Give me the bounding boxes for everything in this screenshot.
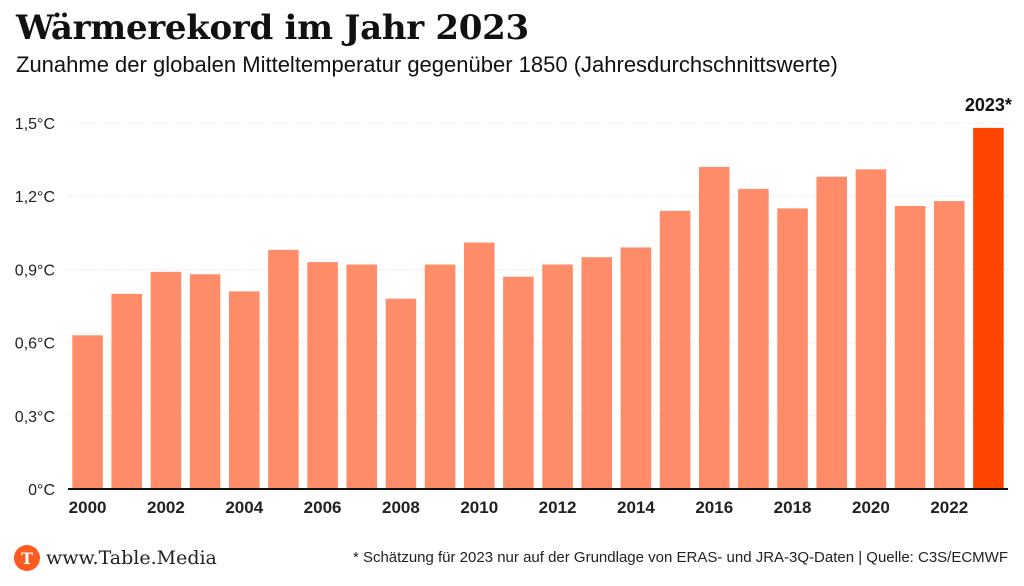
x-tick-label: 2022 [930,498,968,517]
brand-url[interactable]: www.Table.Media [46,547,217,569]
x-tick-label: 2012 [539,498,577,517]
x-tick-label: 2018 [774,498,812,517]
x-tick-label: 2000 [69,498,107,517]
source-footnote: * Schätzung für 2023 nur auf der Grundla… [352,549,1008,566]
bar [894,205,926,489]
brand-logo[interactable]: T www.Table.Media [14,545,217,571]
bar-chart: 0°C 0,3°C 0,6°C 0,9°C 1,2°C 1,5°C 2023* 2000 200… [15,95,1012,517]
x-tick-label: 2016 [695,498,733,517]
bar [463,242,495,489]
bar [424,264,456,489]
bar [581,257,613,489]
x-tick-label: 2014 [617,498,655,517]
chart-subtitle: Zunahme der globalen Mitteltemperatur ge… [16,52,838,77]
chart-title: Wärmerekord im Jahr 2023 [16,8,529,48]
bar [228,291,260,489]
x-tick-label: 2006 [304,498,342,517]
table-media-logo-icon: T [14,545,40,571]
y-tick-label: 0,3°C [15,409,55,426]
x-tick-label: 2002 [147,498,185,517]
bar [346,264,378,489]
bar [385,298,417,489]
bar [503,276,534,489]
bar [777,208,808,489]
y-tick-label: 0,6°C [15,336,55,353]
bar [150,271,182,489]
bar [973,127,1004,489]
bar [933,201,965,489]
bar [816,176,848,489]
bar [307,262,338,489]
x-tick-label: 2010 [460,498,498,517]
bar [659,210,691,489]
y-tick-label: 1,2°C [15,189,55,206]
highlight-label: 2023* [965,95,1012,115]
y-tick-label: 0,9°C [15,262,55,279]
bar [542,264,573,489]
bar [189,274,221,489]
bar [855,169,887,490]
bar [268,249,299,489]
y-tick-label: 0°C [28,482,55,499]
bar [111,293,143,489]
bar [738,188,769,489]
bar [72,335,103,489]
x-tick-label: 2004 [225,498,263,517]
bar [620,247,652,489]
x-tick-label: 2020 [852,498,890,517]
x-tick-label: 2008 [382,498,420,517]
bar [698,166,730,490]
y-tick-label: 1,5°C [15,116,55,133]
